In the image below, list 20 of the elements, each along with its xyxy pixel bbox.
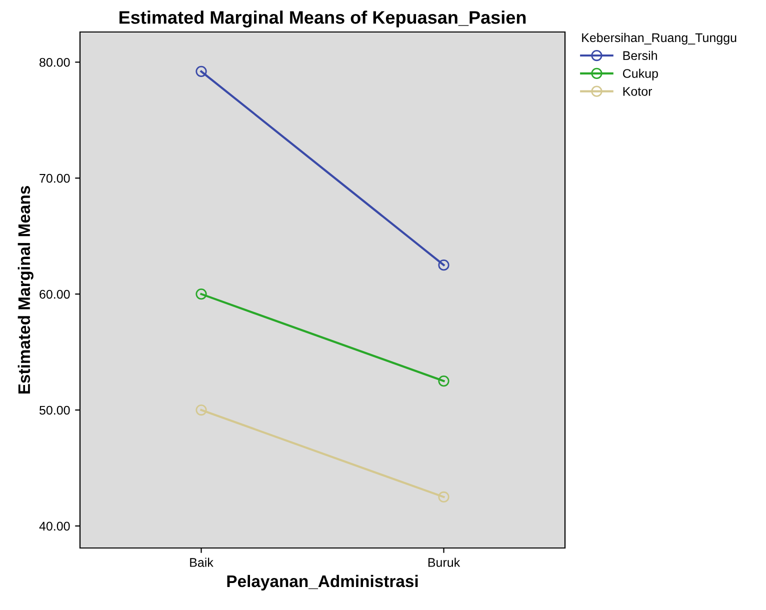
x-tick-label: Buruk (428, 558, 460, 567)
point (196, 288, 207, 300)
y-axis-title: Estimated Marginal Means (18, 186, 34, 394)
point (438, 375, 450, 387)
y-tick-label: 70.00 (40, 174, 70, 183)
point (196, 404, 207, 416)
legend-label: Bersih (623, 50, 657, 60)
y-tick-label: 60.00 (40, 290, 70, 299)
point (438, 491, 450, 503)
y-tick-label: 80.00 (40, 58, 70, 67)
chart-title: Estimated Marginal Means of Kepuasan_Pasien (120, 10, 526, 28)
legend-title: Kebersihan_Ruang_Tunggu (582, 32, 736, 45)
point (196, 66, 207, 77)
x-axis-title: Pelayanan_Administrasi (227, 574, 418, 590)
y-tick-label: 40.00 (39, 522, 70, 531)
y-tick-label: 50.00 (40, 406, 70, 415)
point (438, 260, 450, 271)
legend-label: Kotor (623, 87, 652, 96)
x-tick-label: Baik (190, 558, 214, 567)
legend-label: Cukup (622, 68, 658, 80)
